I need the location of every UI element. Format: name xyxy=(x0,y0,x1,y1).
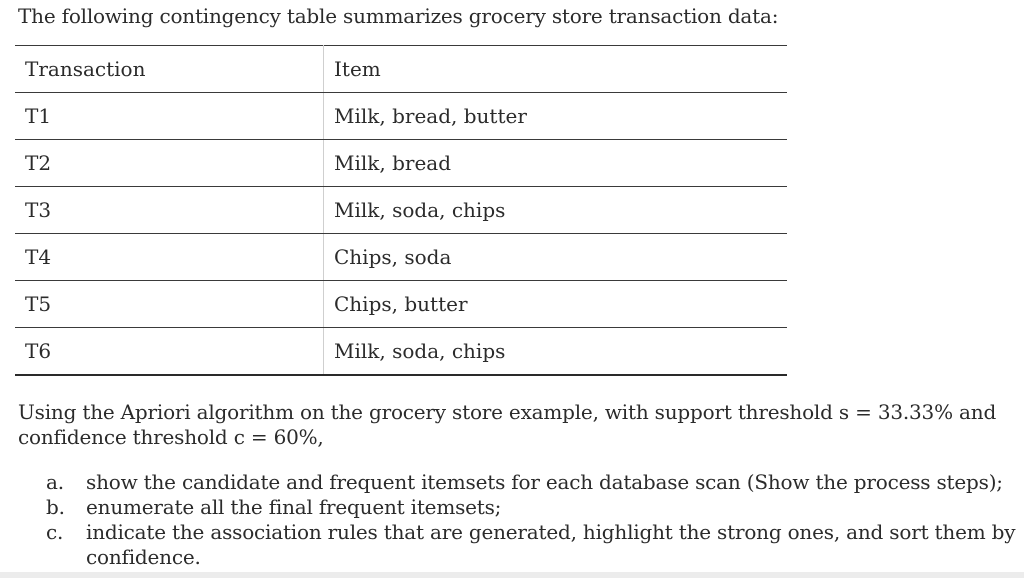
part-text: enumerate all the final frequent itemset… xyxy=(86,495,502,519)
transaction-table: Transaction Item T1 Milk, bread, butter … xyxy=(15,45,787,376)
header-item: Item xyxy=(323,45,787,93)
part-text: indicate the association rules that are … xyxy=(86,520,1016,569)
transaction-items: Milk, soda, chips xyxy=(323,327,787,376)
part-letter: a. xyxy=(46,470,64,494)
table-row: T3 Milk, soda, chips xyxy=(15,186,787,234)
part-letter: b. xyxy=(46,495,65,519)
header-transaction: Transaction xyxy=(15,45,324,93)
bottom-edge-strip xyxy=(0,572,1024,578)
question-part-c: c. indicate the association rules that a… xyxy=(46,520,1016,570)
part-letter: c. xyxy=(46,520,64,544)
transaction-items: Milk, soda, chips xyxy=(323,186,787,234)
part-text: show the candidate and frequent itemsets… xyxy=(86,470,1003,494)
question-text: Using the Apriori algorithm on the groce… xyxy=(18,400,997,449)
question-parts-list: a. show the candidate and frequent items… xyxy=(46,470,1016,570)
transaction-id: T6 xyxy=(15,327,324,376)
transaction-id: T2 xyxy=(15,139,324,187)
transaction-items: Milk, bread, butter xyxy=(323,92,787,140)
table-row: T5 Chips, butter xyxy=(15,280,787,328)
transaction-id: T1 xyxy=(15,92,324,140)
transaction-items: Chips, butter xyxy=(323,280,787,328)
transaction-id: T5 xyxy=(15,280,324,328)
table-row: T2 Milk, bread xyxy=(15,139,787,187)
transaction-id: T4 xyxy=(15,233,324,281)
table-row: T4 Chips, soda xyxy=(15,233,787,281)
intro-text: The following contingency table summariz… xyxy=(18,4,779,28)
transaction-id: T3 xyxy=(15,186,324,234)
table-header-row: Transaction Item xyxy=(15,45,787,93)
question-part-a: a. show the candidate and frequent items… xyxy=(46,470,1016,495)
question-part-b: b. enumerate all the final frequent item… xyxy=(46,495,1016,520)
table-row: T6 Milk, soda, chips xyxy=(15,327,787,376)
transaction-items: Milk, bread xyxy=(323,139,787,187)
table-row: T1 Milk, bread, butter xyxy=(15,92,787,140)
transaction-items: Chips, soda xyxy=(323,233,787,281)
